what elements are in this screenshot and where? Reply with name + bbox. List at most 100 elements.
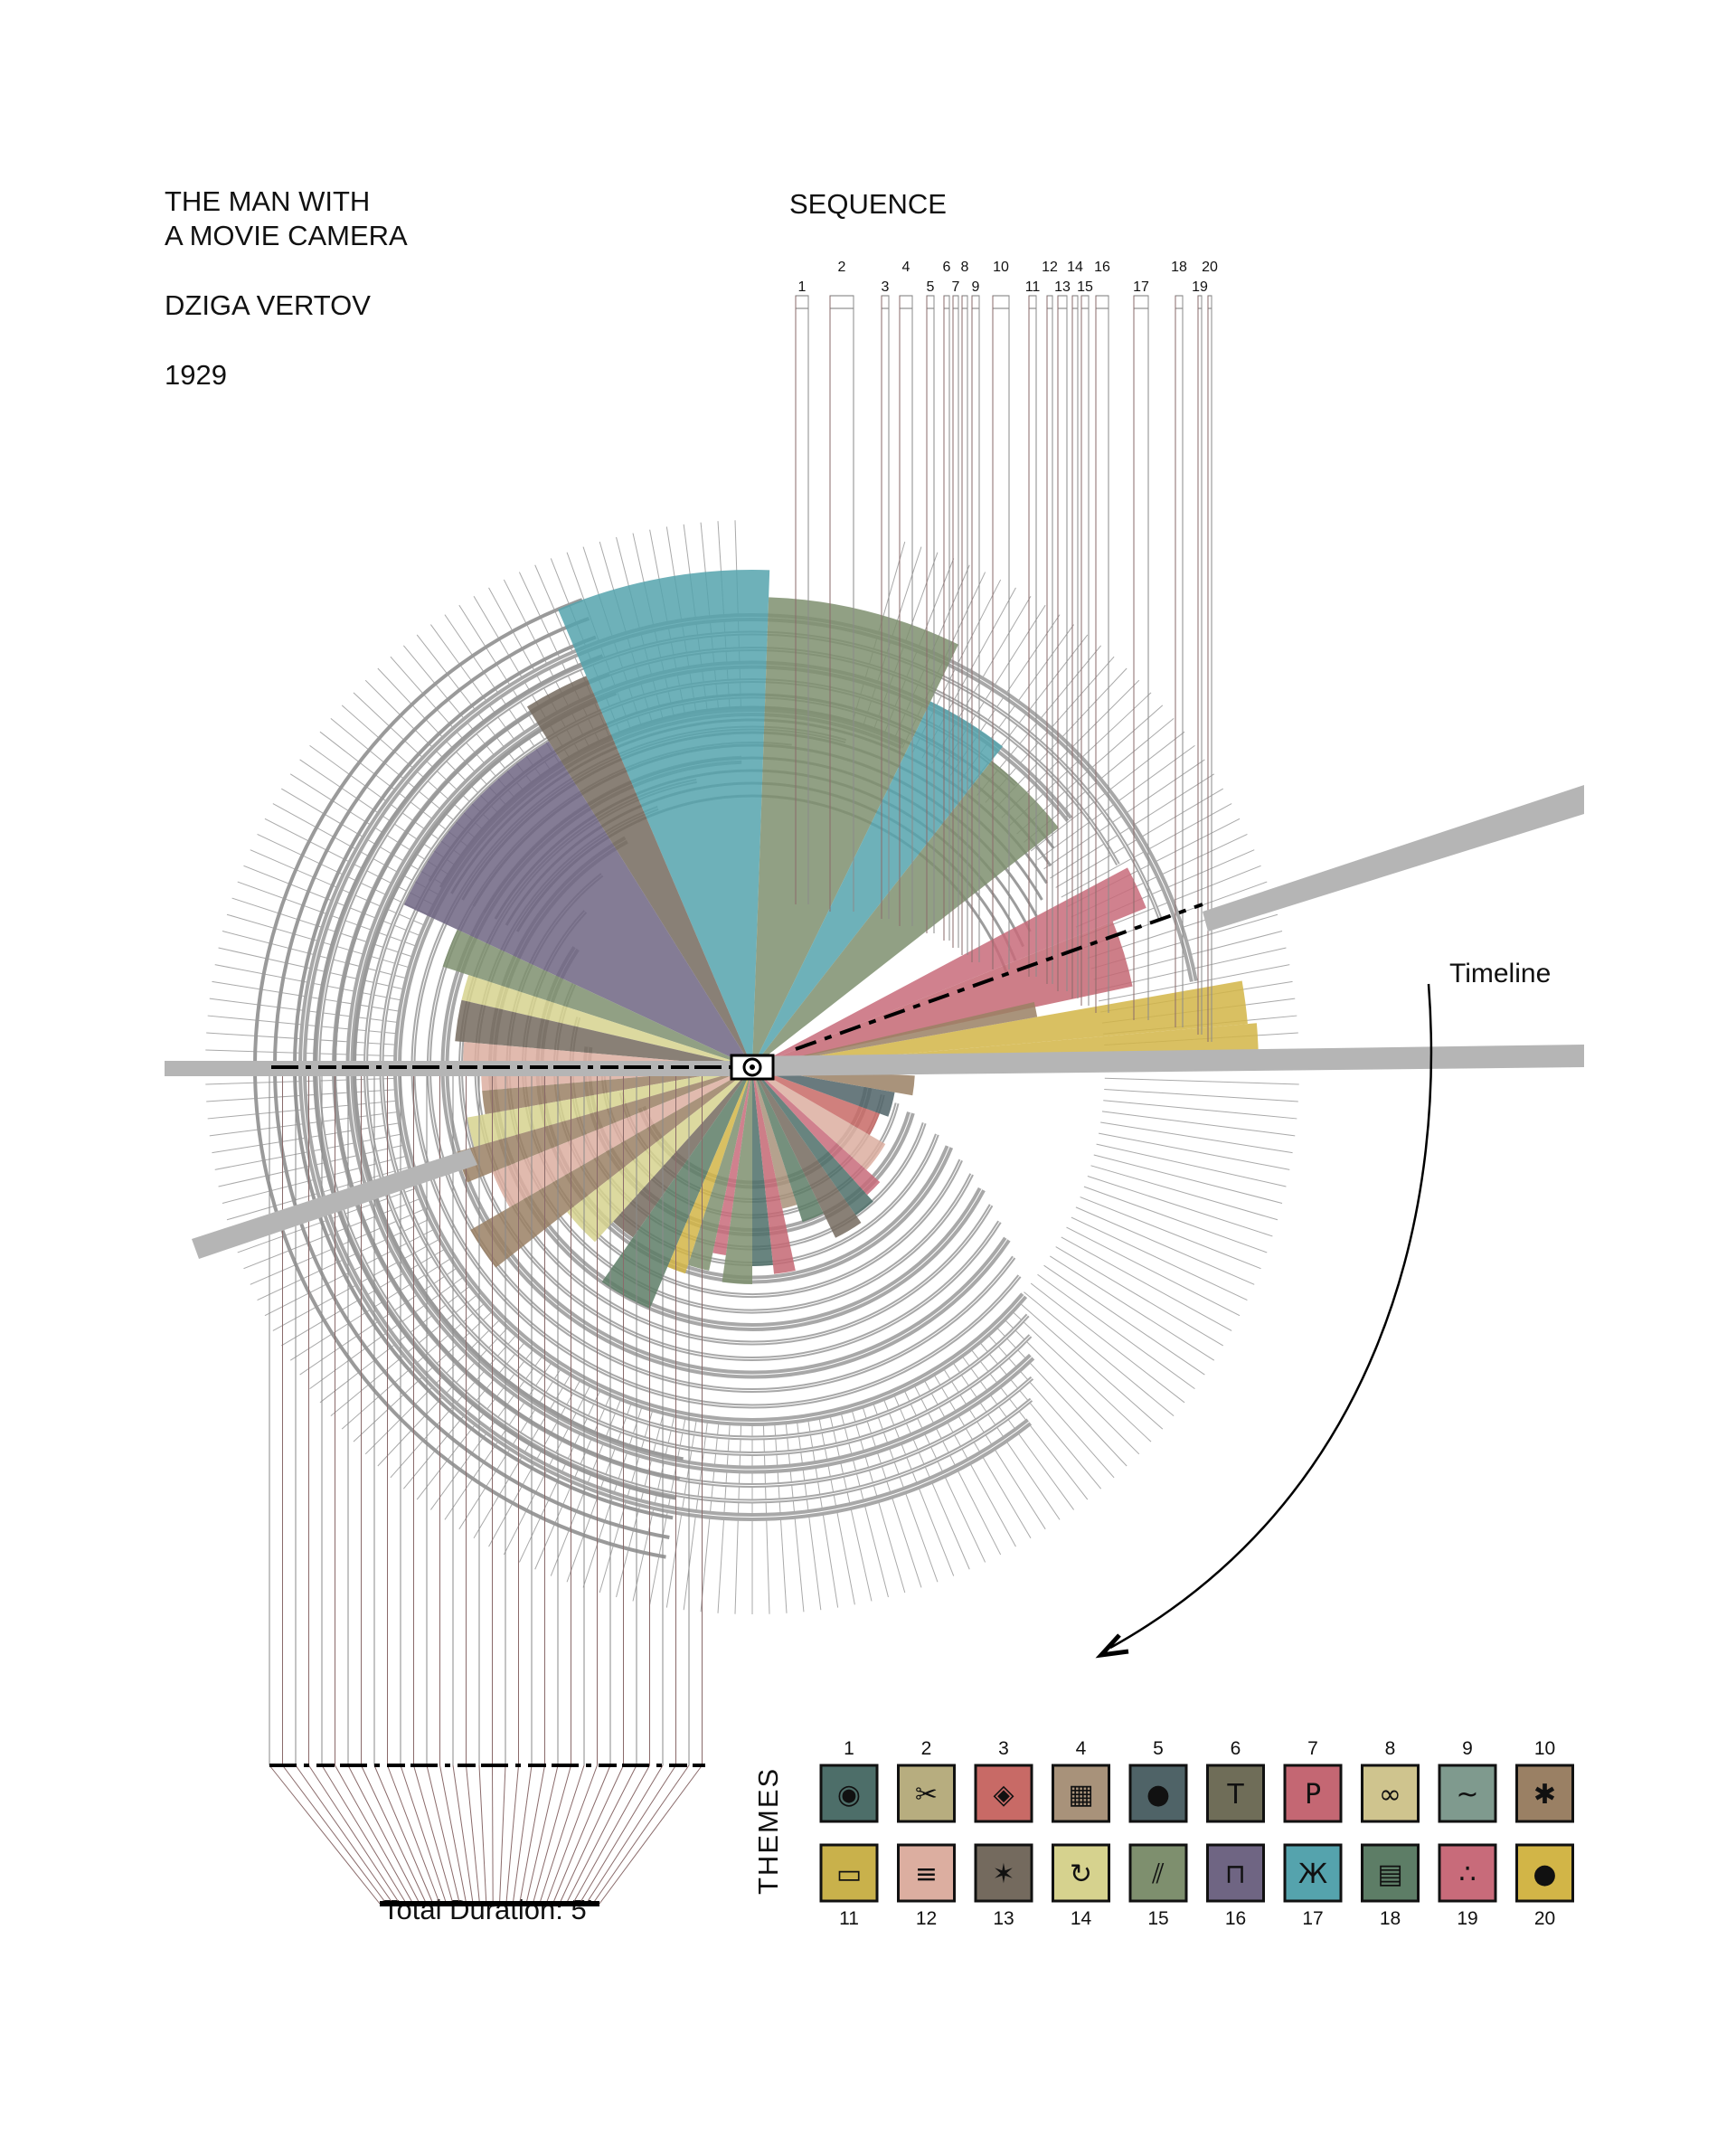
theme-swatch — [1283, 1843, 1343, 1903]
duration-fan-line — [572, 1764, 650, 1905]
duration-fan-line — [492, 1764, 494, 1905]
wave-icon: ~ — [1456, 1779, 1478, 1811]
theme-17: Ж 17 — [1283, 1843, 1343, 1929]
sequence-box — [829, 295, 854, 309]
theme-wedge-5 — [752, 1067, 895, 1117]
sequence-box — [1175, 295, 1184, 309]
duration-fan-line — [505, 1764, 519, 1905]
sequence-number: 19 — [1192, 279, 1208, 295]
theme-swatch — [1052, 1843, 1110, 1903]
sequence-box — [881, 295, 890, 309]
theme-wedge-15 — [687, 1067, 752, 1271]
arrow-head — [1095, 1633, 1129, 1659]
spoke-line — [1016, 1300, 1164, 1430]
sequence-box — [795, 295, 809, 309]
duration-fan-line — [426, 1764, 460, 1905]
duration-fan-line — [579, 1764, 664, 1905]
theme-3: ◈3 — [974, 1738, 1033, 1823]
spoke-line — [1043, 1264, 1205, 1376]
sequence-number: 11 — [1025, 279, 1041, 295]
sequence-number: 17 — [1133, 279, 1149, 295]
sequence-number: 3 — [882, 279, 890, 295]
release-year: 1929 — [165, 359, 227, 391]
duration-fan-line — [361, 1764, 427, 1905]
duration-fan-line — [592, 1764, 690, 1905]
theme-wedge-16 — [403, 741, 752, 1067]
theme-wedge-18 — [601, 1067, 752, 1309]
theme-swatch — [1128, 1764, 1188, 1823]
theme-number: 2 — [921, 1738, 932, 1759]
theme-wedge-1 — [752, 1067, 873, 1215]
theme-wedge-3 — [752, 1067, 880, 1135]
theme-wedge-1 — [752, 1067, 773, 1266]
theme-16: ⊓ 16 — [1206, 1843, 1265, 1929]
spoke-line — [1083, 1186, 1268, 1253]
theme-wedge-13 — [526, 676, 752, 1067]
spoke-line — [976, 1338, 1102, 1490]
spoke-line — [1037, 1273, 1195, 1390]
theme-wedges — [403, 569, 1259, 1309]
theme-number: 18 — [1380, 1908, 1401, 1929]
outer-arc — [253, 598, 666, 1559]
outer-arc — [333, 672, 681, 1480]
theme-2: ✂2 — [897, 1738, 956, 1823]
sliders-icon: ≡ — [915, 1859, 938, 1890]
theme-number: 10 — [1534, 1738, 1555, 1759]
theme-number: 4 — [1076, 1738, 1087, 1759]
sequence-box — [992, 295, 1010, 309]
theme-wedge-15 — [752, 597, 958, 1067]
cycle-icon: ↻ — [1070, 1859, 1092, 1890]
theme-18: ▤ 18 — [1361, 1843, 1420, 1929]
theme-number: 15 — [1147, 1908, 1168, 1929]
eye-icon: ◈ — [993, 1779, 1014, 1811]
theme-number: 9 — [1462, 1738, 1473, 1759]
theme-20: ● 20 — [1515, 1843, 1574, 1929]
theme-9: ~9 — [1438, 1738, 1497, 1823]
theme-wedge-14 — [461, 975, 752, 1067]
theme-5: ●5 — [1128, 1738, 1188, 1823]
spoke-line — [1093, 1154, 1283, 1204]
sequence-number: 5 — [927, 279, 935, 295]
theme-1: ◉1 — [819, 1738, 879, 1823]
spoke-line — [1100, 1121, 1293, 1154]
theme-number: 1 — [844, 1738, 854, 1759]
theme-wedge-7 — [752, 1067, 796, 1274]
sequence-number: 14 — [1067, 260, 1083, 275]
theme-number: 14 — [1071, 1908, 1092, 1929]
outer-arc — [293, 635, 674, 1520]
timeline-bars — [165, 785, 1584, 1906]
layers-icon: ▤ — [1377, 1859, 1402, 1890]
theme-wedge-15 — [442, 929, 752, 1067]
theme-swatch — [974, 1764, 1033, 1823]
theme-number: 5 — [1153, 1738, 1164, 1759]
duration-fan-line — [387, 1764, 440, 1905]
duration-fan-line — [400, 1764, 448, 1905]
spoke-line — [1104, 1088, 1298, 1102]
spoke-line — [1066, 1226, 1241, 1317]
theme-wedge-13 — [455, 999, 752, 1067]
theme-swatch — [1052, 1764, 1110, 1823]
duration-fan-line — [519, 1764, 545, 1905]
figure-icon: Ж — [1298, 1859, 1327, 1890]
spoke-line — [1096, 1143, 1287, 1187]
spoke-line — [1061, 1236, 1232, 1331]
theme-number: 7 — [1307, 1738, 1318, 1759]
theme-wedge-12 — [492, 1067, 752, 1207]
themes-legend: ◉1✂2◈3▦4●5T6P7∞8~9✱10▭11≡12✶13↻14⫽15⊓16Ж… — [819, 1738, 1574, 1929]
theme-number: 6 — [1231, 1738, 1241, 1759]
theme-number: 20 — [1534, 1908, 1555, 1929]
pulse-icon: ⊓ — [1225, 1859, 1246, 1890]
duration-fan-line — [525, 1764, 559, 1905]
theme-wedge-19 — [712, 1067, 752, 1255]
theme-number: 13 — [993, 1908, 1014, 1929]
timeline-bar-lower — [192, 1149, 477, 1259]
arc-gap — [302, 617, 1194, 1518]
sequence-box — [899, 295, 913, 309]
theme-wedge-13 — [752, 1067, 862, 1238]
duration-fan-line — [413, 1764, 454, 1905]
sequence-number: 2 — [838, 260, 846, 275]
theme-wedge-20 — [752, 980, 1248, 1067]
sequence-box — [971, 295, 980, 309]
spoke-line — [985, 1331, 1115, 1479]
duration-fan-line — [478, 1764, 487, 1905]
